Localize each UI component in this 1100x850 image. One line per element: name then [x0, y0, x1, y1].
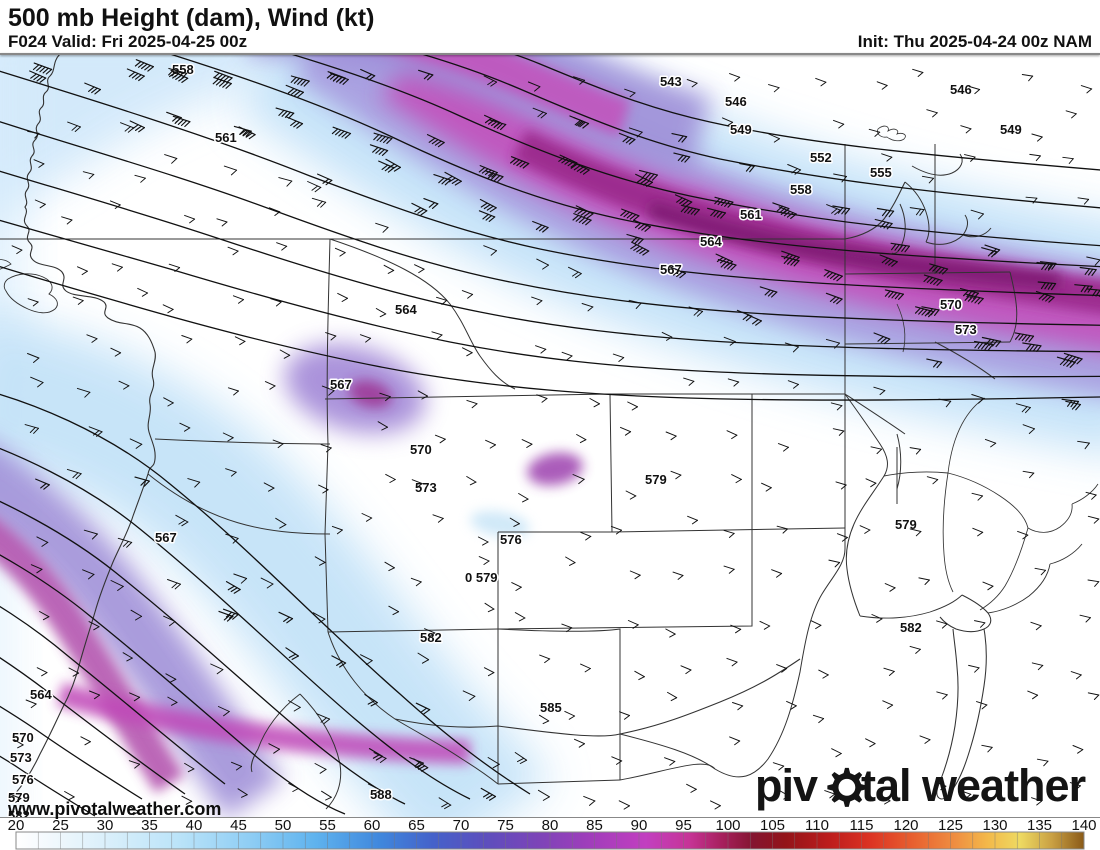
svg-text:543: 543 [660, 74, 682, 89]
svg-text:70: 70 [453, 817, 470, 834]
svg-text:573: 573 [10, 750, 32, 765]
svg-text:567: 567 [330, 377, 352, 392]
svg-text:90: 90 [631, 817, 648, 834]
svg-text:110: 110 [805, 817, 829, 834]
svg-text:55: 55 [319, 817, 336, 834]
svg-text:585: 585 [540, 700, 562, 715]
svg-text:85: 85 [586, 817, 603, 834]
svg-text:50: 50 [275, 817, 292, 834]
svg-text:573: 573 [955, 322, 977, 337]
svg-text:piv: piv [755, 764, 818, 811]
svg-text:60: 60 [364, 817, 381, 834]
svg-text:80: 80 [542, 817, 559, 834]
svg-text:582: 582 [420, 630, 442, 645]
svg-text:564: 564 [700, 234, 722, 249]
svg-text:561: 561 [740, 207, 762, 222]
svg-text:579: 579 [645, 472, 667, 487]
svg-text:555: 555 [870, 165, 892, 180]
svg-text:564: 564 [30, 687, 52, 702]
svg-text:120: 120 [893, 817, 918, 834]
svg-text:549: 549 [730, 122, 752, 137]
svg-text:576: 576 [500, 532, 522, 547]
svg-text:0 579: 0 579 [465, 570, 498, 585]
svg-text:105: 105 [760, 817, 785, 834]
svg-text:564: 564 [395, 302, 417, 317]
svg-text:100: 100 [715, 817, 740, 834]
svg-text:45: 45 [230, 817, 247, 834]
svg-text:588: 588 [370, 787, 392, 802]
svg-text:546: 546 [725, 94, 747, 109]
svg-text:576: 576 [12, 772, 34, 787]
svg-text:140: 140 [1071, 817, 1096, 834]
svg-text:95: 95 [675, 817, 692, 834]
svg-text:570: 570 [940, 297, 962, 312]
svg-text:130: 130 [982, 817, 1007, 834]
svg-text:552: 552 [810, 150, 832, 165]
svg-text:558: 558 [172, 62, 194, 77]
svg-text:561: 561 [215, 130, 237, 145]
svg-text:65: 65 [408, 817, 425, 834]
svg-text:558: 558 [790, 182, 812, 197]
svg-text:567: 567 [155, 530, 177, 545]
svg-text:549: 549 [1000, 122, 1022, 137]
svg-text:570: 570 [12, 730, 34, 745]
svg-text:125: 125 [938, 817, 963, 834]
svg-text:75: 75 [497, 817, 514, 834]
svg-text:546: 546 [950, 82, 972, 97]
svg-text:115: 115 [850, 817, 874, 834]
svg-text:570: 570 [410, 442, 432, 457]
svg-text:582: 582 [900, 620, 922, 635]
svg-text:tal weather: tal weather [861, 764, 1086, 811]
svg-text:135: 135 [1027, 817, 1052, 834]
